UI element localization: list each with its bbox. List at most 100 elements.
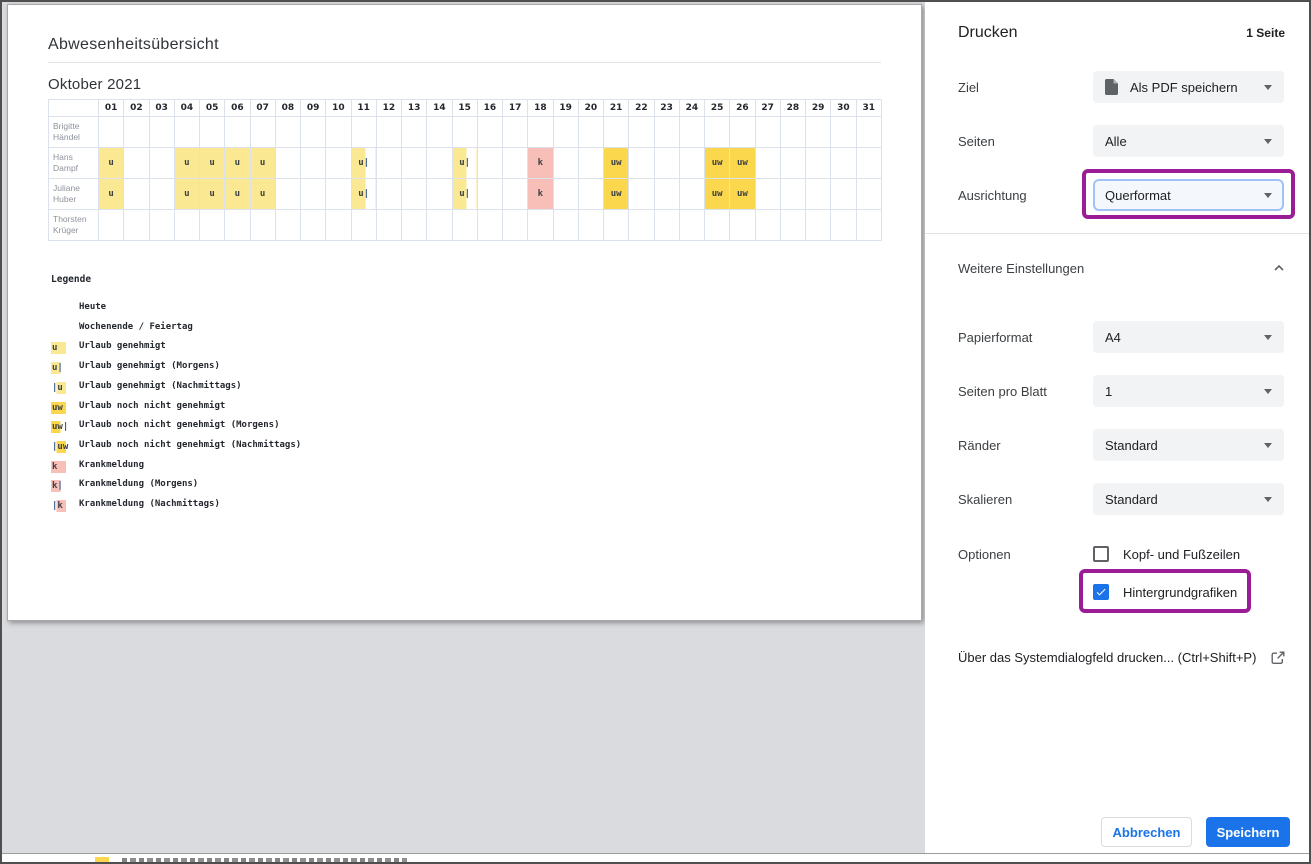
print-preview-page: Abwesenheitsübersicht Oktober 2021 01 02 0… <box>7 4 922 621</box>
day-cell <box>804 147 832 179</box>
legend-swatch: uw| <box>51 421 69 434</box>
day-cell: u <box>249 147 276 179</box>
day-cell <box>653 147 680 179</box>
destination-value: Als PDF speichern <box>1130 79 1238 95</box>
day-cell: k <box>527 178 554 210</box>
day-cell <box>729 116 756 148</box>
chevron-down-icon <box>1264 496 1272 502</box>
pages-per-sheet-label: Seiten pro Blatt <box>958 383 1047 399</box>
pages-label: Seiten <box>958 133 995 149</box>
day-cell <box>779 178 807 210</box>
pages-per-sheet-dropdown[interactable]: 1 <box>1093 375 1284 407</box>
system-dialog-link[interactable]: Über das Systemdialogfeld drucken... (Ct… <box>958 650 1285 665</box>
day-cell <box>400 178 428 210</box>
day-cell <box>577 209 605 241</box>
dialog-title: Drucken <box>958 24 1018 41</box>
day-cell <box>754 209 781 241</box>
day-cell <box>779 116 807 148</box>
day-cell <box>325 147 352 179</box>
day-cell <box>855 147 882 179</box>
field-row-scale: Skalieren Standard <box>925 483 1309 515</box>
day-cell <box>123 209 150 241</box>
day-cell <box>552 209 579 241</box>
chevron-down-icon <box>1264 84 1272 90</box>
day-header: 23 <box>653 99 680 117</box>
background-graphics-label: Hintergrundgrafiken <box>1123 584 1238 600</box>
header-footer-checkbox[interactable] <box>1093 546 1109 562</box>
save-button[interactable]: Speichern <box>1206 817 1290 847</box>
background-graphics-checkbox[interactable] <box>1093 584 1109 600</box>
scale-value: Standard <box>1105 491 1158 507</box>
day-cell: uw <box>729 178 756 210</box>
scale-label: Skalieren <box>958 491 1013 507</box>
day-cell <box>476 116 504 148</box>
legend-item: u Urlaub genehmigt <box>51 335 921 355</box>
legend-swatch: k| <box>51 480 66 493</box>
legend-item: uw Urlaub noch nicht genehmigt <box>51 395 921 415</box>
scale-dropdown[interactable]: Standard <box>1093 483 1284 515</box>
options-label: Optionen <box>958 546 1011 562</box>
legend-swatch: |k <box>51 500 66 513</box>
day-cell <box>602 116 630 148</box>
day-cell <box>375 178 403 210</box>
field-row-paper-size: Papierformat A4 <box>925 321 1309 353</box>
employee-name: Thorsten Krüger <box>48 209 99 241</box>
day-cell <box>653 209 680 241</box>
cancel-button[interactable]: Abbrechen <box>1101 817 1192 847</box>
legend-swatch: u <box>51 342 66 355</box>
day-cell <box>123 116 150 148</box>
legend-item: k| Krankmeldung (Morgens) <box>51 473 921 493</box>
day-cell <box>148 147 175 179</box>
header-footer-label: Kopf- und Fußzeilen <box>1123 546 1241 562</box>
day-cell <box>148 209 175 241</box>
absence-table-body: Brigitte Händel Hans Dampf u u u u u u| u| k uw uw u… <box>48 116 882 241</box>
legend-label: Krankmeldung (Morgens) <box>79 479 199 490</box>
pages-dropdown[interactable]: Alle <box>1093 125 1284 157</box>
day-cell <box>426 178 453 210</box>
day-cell <box>855 178 882 210</box>
print-preview-area: Abwesenheitsübersicht Oktober 2021 01 02 0… <box>2 2 925 853</box>
day-header: 22 <box>628 99 655 117</box>
day-cell <box>628 209 655 241</box>
orientation-dropdown[interactable]: Querformat <box>1093 179 1284 211</box>
day-cell <box>375 147 403 179</box>
day-cell <box>830 209 857 241</box>
day-cell <box>400 209 428 241</box>
day-header: 15 <box>451 99 478 117</box>
background-graphics-checkbox-row[interactable]: Hintergrundgrafiken <box>1093 583 1237 601</box>
legend-item: |u Urlaub genehmigt (Nachmittags) <box>51 375 921 395</box>
day-cell <box>224 209 251 241</box>
margins-dropdown[interactable]: Standard <box>1093 429 1284 461</box>
legend-label: Krankmeldung <box>79 459 145 470</box>
pdf-document-icon <box>1105 79 1118 95</box>
destination-dropdown[interactable]: Als PDF speichern <box>1093 71 1284 103</box>
legend-label: Urlaub noch nicht genehmigt (Nachmittags… <box>79 439 302 450</box>
day-cell <box>173 209 201 241</box>
day-header: 05 <box>198 99 226 117</box>
legend-item: uw| Urlaub noch nicht genehmigt (Morgens) <box>51 414 921 434</box>
day-cell <box>577 147 605 179</box>
day-cell <box>678 209 706 241</box>
paper-size-dropdown[interactable]: A4 <box>1093 321 1284 353</box>
legend-label: Heute <box>79 302 107 312</box>
day-cell <box>97 209 125 241</box>
legend-item: u| Urlaub genehmigt (Morgens) <box>51 355 921 375</box>
header-footer-checkbox-row[interactable]: Kopf- und Fußzeilen <box>1093 545 1240 563</box>
day-cell <box>123 178 150 210</box>
legend-label: Krankmeldung (Nachmittags) <box>79 499 220 510</box>
margins-value: Standard <box>1105 437 1158 453</box>
day-cell <box>628 178 655 210</box>
day-cell: u| <box>451 147 478 179</box>
day-header: 16 <box>476 99 504 117</box>
day-cell <box>299 209 327 241</box>
field-row-margins: Ränder Standard <box>925 429 1309 461</box>
more-settings-toggle[interactable]: Weitere Einstellungen <box>958 258 1285 278</box>
section-divider <box>925 233 1309 234</box>
employee-name: Hans Dampf <box>48 147 99 179</box>
chevron-down-icon <box>1264 138 1272 144</box>
day-cell: uw <box>729 147 756 179</box>
legend-swatch: u| <box>51 362 66 375</box>
day-cell <box>501 209 529 241</box>
day-cell <box>653 116 680 148</box>
day-header: 01 <box>97 99 125 117</box>
